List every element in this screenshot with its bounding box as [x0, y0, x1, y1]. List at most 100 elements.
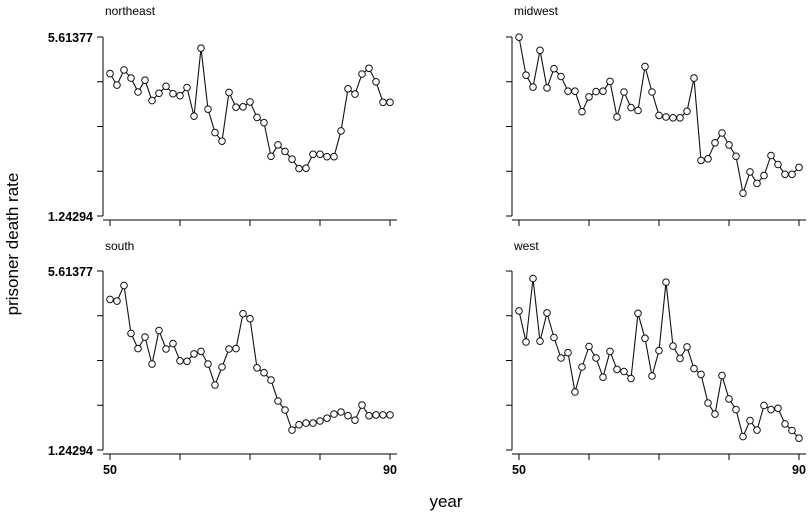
data-point [302, 419, 310, 427]
x-tick-label-start: 50 [103, 463, 117, 477]
y-tick-label-bottom: 1.24294 [48, 444, 93, 458]
data-point [190, 112, 198, 120]
panel-south: south 5.61377 1.24294 50 90 [48, 239, 397, 477]
y-tick-label-bottom: 1.24294 [48, 210, 93, 224]
data-point [522, 338, 530, 346]
data-point [578, 363, 586, 371]
data-point [718, 371, 726, 380]
data-point [134, 88, 142, 96]
data-point [120, 66, 128, 74]
data-point [655, 346, 663, 355]
data-point [120, 281, 128, 290]
data-point [288, 426, 296, 434]
data-point [386, 411, 394, 419]
data-point [739, 189, 747, 197]
data-point [529, 274, 537, 283]
data-point [274, 397, 282, 405]
data-point [571, 388, 579, 396]
data-point [641, 62, 649, 71]
data-point [515, 33, 523, 42]
data-point [337, 127, 345, 135]
panel-title: northeast [105, 4, 156, 18]
data-point [344, 411, 352, 420]
data-point [351, 90, 359, 98]
data-point [613, 113, 621, 121]
data-point [585, 93, 593, 101]
data-point [795, 163, 803, 172]
data-point [620, 88, 628, 96]
data-point [788, 170, 796, 179]
data-point [711, 410, 719, 418]
data-point [718, 129, 726, 137]
panel-title: midwest [514, 4, 559, 18]
data-point [218, 363, 226, 371]
data-point [599, 373, 607, 382]
data-point [232, 103, 240, 111]
data-point [134, 344, 142, 353]
data-point [634, 309, 642, 318]
data-point [330, 410, 338, 418]
data-point [732, 152, 740, 161]
data-point [309, 419, 317, 427]
data-point [557, 354, 565, 362]
data-point [358, 70, 366, 78]
data-point [274, 141, 282, 149]
data-point [543, 309, 551, 317]
data-point [767, 151, 775, 160]
data-point [767, 405, 775, 414]
data-point [253, 113, 261, 122]
data-point [260, 118, 268, 127]
data-point [634, 106, 642, 115]
data-point [683, 343, 691, 351]
data-point [155, 326, 163, 335]
data-point [267, 152, 275, 161]
data-point [697, 156, 705, 165]
data-point [225, 88, 233, 97]
data-point [183, 357, 191, 366]
data-point [739, 432, 747, 441]
data-point [127, 74, 135, 82]
data-point [267, 376, 275, 384]
data-point [239, 309, 247, 318]
data-point [774, 160, 782, 169]
data-point [711, 139, 719, 147]
data-point [585, 342, 593, 351]
data-point [141, 76, 149, 84]
data-point [365, 64, 373, 73]
data-point [176, 357, 184, 365]
panel-title: west [513, 239, 539, 253]
data-point [697, 370, 705, 379]
data-point [746, 168, 754, 176]
data-point [725, 395, 733, 403]
data-point [113, 297, 121, 305]
data-point [704, 399, 712, 407]
data-point [557, 72, 565, 81]
data-point [239, 103, 247, 111]
data-point [295, 420, 303, 429]
data-point [197, 44, 205, 53]
data-point [599, 87, 607, 95]
data-point [183, 83, 191, 92]
data-point [162, 345, 170, 353]
data-point [669, 342, 677, 350]
data-point [197, 347, 205, 356]
x-tick-label-end: 90 [792, 463, 806, 477]
data-point [309, 150, 317, 159]
series-line-south [109, 283, 390, 432]
data-point [232, 344, 240, 353]
data-point [536, 46, 544, 55]
data-point [543, 84, 551, 92]
data-point [662, 113, 670, 121]
data-point [725, 141, 733, 149]
data-point [148, 96, 156, 105]
data-point [281, 147, 289, 156]
x-tick-label-end: 90 [383, 463, 397, 477]
data-point [781, 170, 789, 179]
data-point [330, 152, 338, 161]
data-point [155, 89, 163, 98]
data-point [613, 365, 621, 374]
data-point [372, 411, 380, 419]
data-point [648, 372, 656, 380]
data-point [676, 114, 684, 122]
data-point [323, 152, 331, 161]
